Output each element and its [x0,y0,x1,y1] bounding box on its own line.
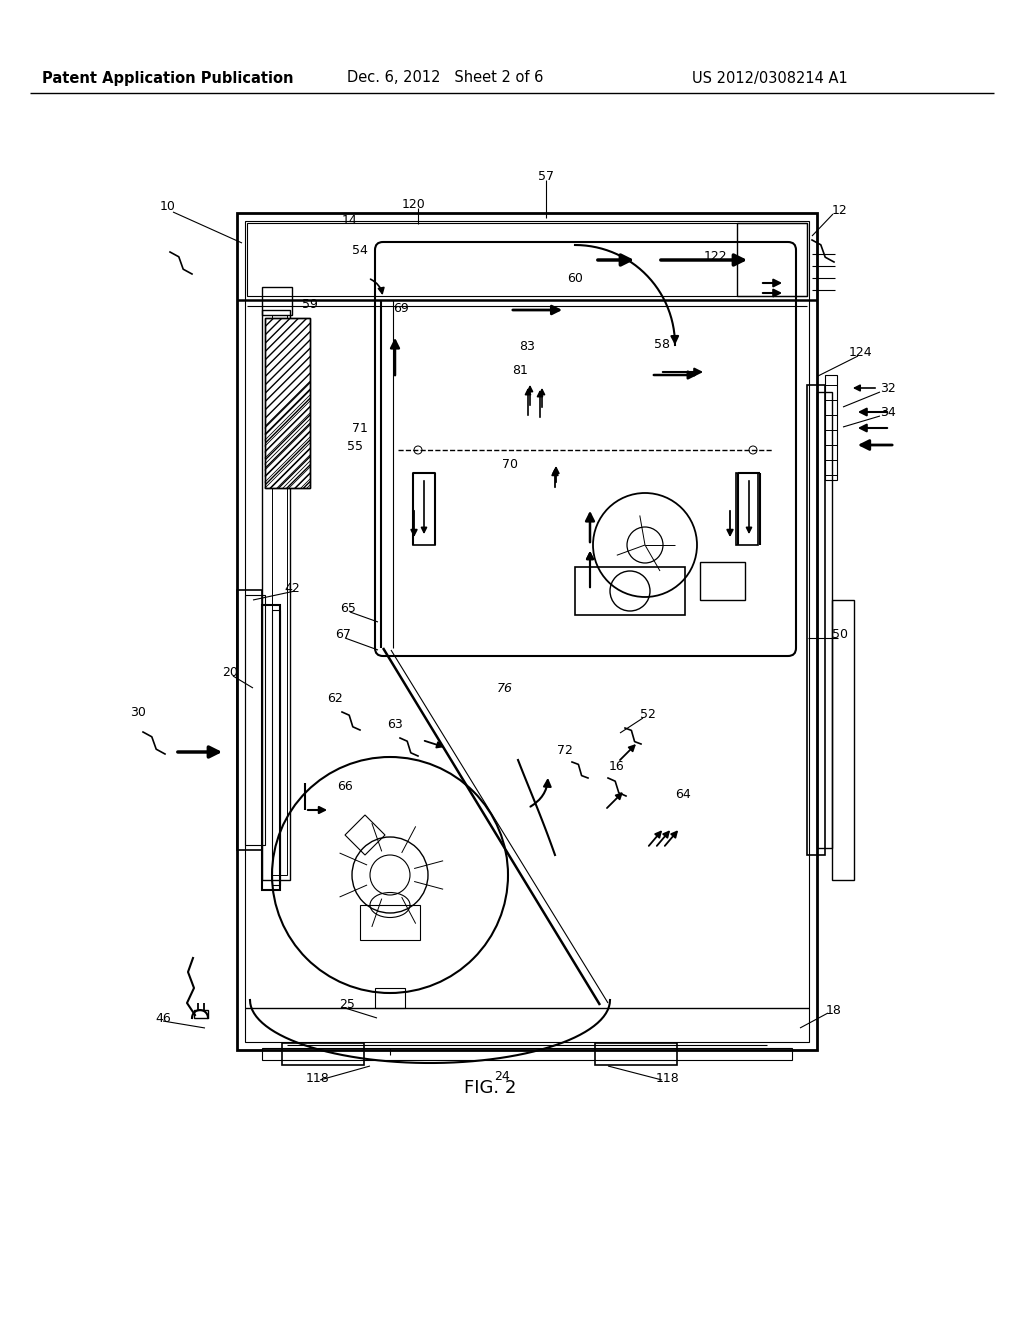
Bar [262,1048,792,1060]
Bar [807,385,825,855]
Text: 71: 71 [352,421,368,434]
Text: 10: 10 [160,201,176,214]
Text: 65: 65 [340,602,356,615]
Text: Patent Application Publication: Patent Application Publication [42,70,294,86]
Text: 64: 64 [675,788,691,801]
Text: 120: 120 [402,198,426,211]
Text: 60: 60 [567,272,583,285]
Text: 24: 24 [495,1069,510,1082]
Text: 70: 70 [502,458,518,471]
Text: 32: 32 [880,381,896,395]
Bar [237,213,817,1049]
Text: 52: 52 [640,709,656,722]
Bar [282,1043,364,1065]
Bar [247,223,807,296]
Bar [817,392,831,847]
Text: 55: 55 [347,441,362,454]
Text: 12: 12 [833,203,848,216]
Text: 63: 63 [387,718,402,731]
Text: 67: 67 [335,628,351,642]
Bar [262,310,290,880]
Bar [194,1010,208,1018]
Text: FIG. 2: FIG. 2 [464,1078,516,1097]
Text: 62: 62 [327,692,343,705]
Text: 76: 76 [497,681,513,694]
Bar [825,375,837,480]
Text: 81: 81 [512,363,528,376]
Text: 14: 14 [342,214,357,227]
Text: 57: 57 [538,170,554,183]
Text: 46: 46 [155,1011,171,1024]
Text: US 2012/0308214 A1: US 2012/0308214 A1 [692,70,848,86]
Text: 30: 30 [130,705,146,718]
Text: 83: 83 [519,341,535,354]
Text: 72: 72 [557,743,573,756]
Bar [736,473,758,545]
Bar [360,906,420,940]
Bar [237,590,262,850]
Text: 20: 20 [222,667,238,680]
Bar [245,220,809,1041]
Bar [265,318,310,488]
Text: 124: 124 [848,346,871,359]
Bar [413,473,435,545]
Bar [245,595,265,845]
Text: 18: 18 [826,1003,842,1016]
Text: 118: 118 [656,1072,680,1085]
Text: 58: 58 [654,338,670,351]
Text: 34: 34 [880,405,896,418]
Bar [700,562,745,601]
Text: 59: 59 [302,298,317,312]
Bar [272,610,280,884]
Bar [262,286,292,315]
Text: 118: 118 [306,1072,330,1085]
Bar [272,315,287,875]
Text: 66: 66 [337,780,353,793]
Bar [831,601,854,880]
Text: 54: 54 [352,243,368,256]
Bar [737,223,807,296]
Text: 25: 25 [339,998,355,1011]
Bar [375,987,406,1008]
Text: Dec. 6, 2012   Sheet 2 of 6: Dec. 6, 2012 Sheet 2 of 6 [347,70,543,86]
Bar [262,605,280,890]
Bar [595,1043,677,1065]
Text: 42: 42 [284,582,300,594]
Bar [265,318,310,488]
Text: 69: 69 [393,301,409,314]
Text: 50: 50 [831,628,848,642]
Text: 122: 122 [703,249,727,263]
Bar [575,568,685,615]
Text: 16: 16 [609,759,625,772]
